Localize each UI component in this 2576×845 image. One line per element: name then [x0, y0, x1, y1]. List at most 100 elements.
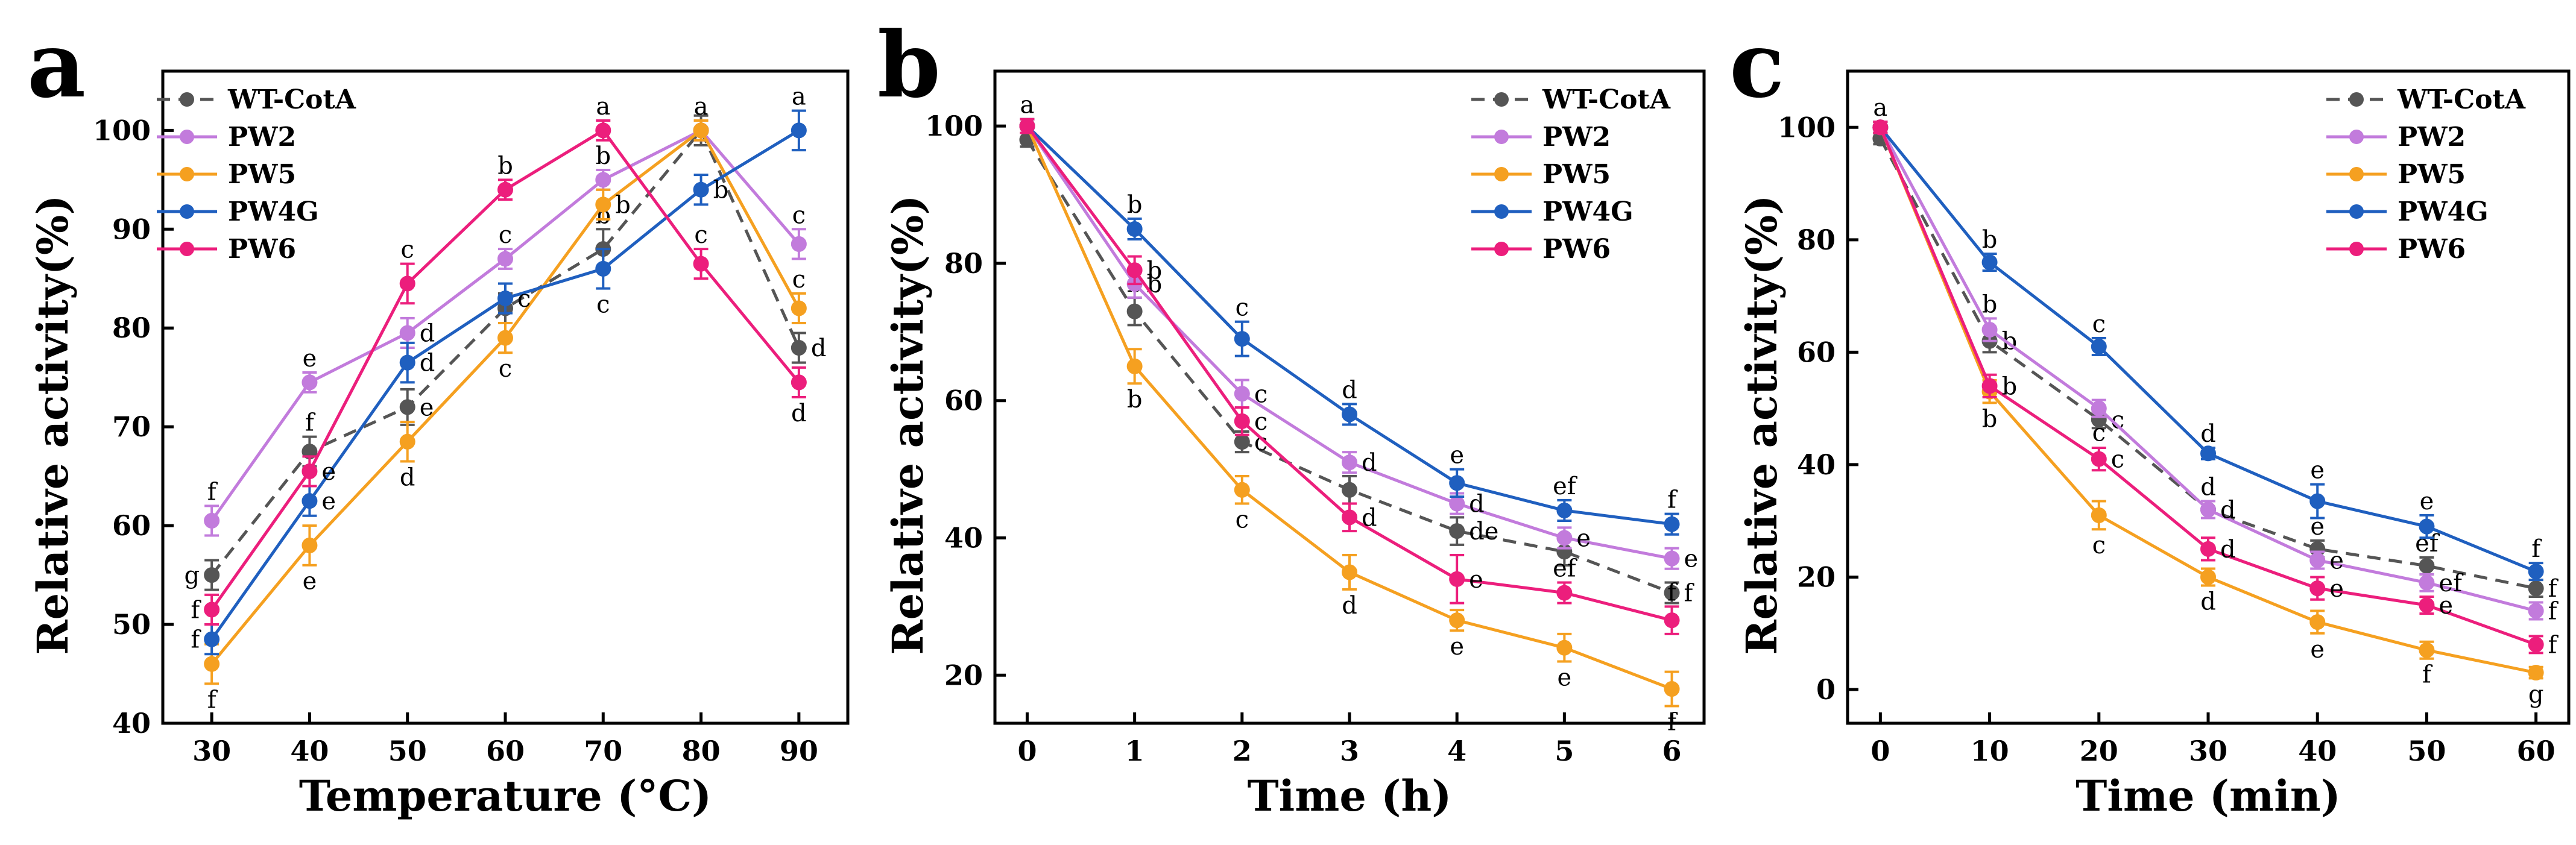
significance-letter: d	[2220, 497, 2236, 524]
significance-letter: f	[191, 626, 201, 654]
data-point	[204, 631, 220, 647]
x-tick-label: 90	[780, 735, 818, 767]
significance-letter: d	[2200, 588, 2216, 615]
data-point	[399, 275, 415, 292]
data-point	[2309, 614, 2326, 630]
significance-letter: f	[1667, 579, 1678, 606]
x-tick-label: 4	[1447, 735, 1466, 767]
significance-letter: e	[2310, 513, 2325, 541]
legend-label: PW6	[1542, 234, 1611, 265]
y-tick-label: 60	[944, 385, 983, 417]
data-point	[1234, 482, 1250, 498]
data-point	[399, 399, 415, 415]
legend-entry-pw5: PW5	[157, 159, 296, 190]
significance-letter: ef	[2439, 570, 2464, 597]
legend-label: WT-CotA	[1542, 84, 1671, 115]
significance-letter: e	[1684, 545, 1699, 573]
data-point	[1449, 612, 1465, 629]
legend-label: PW5	[2398, 159, 2466, 190]
significance-letter: c	[1236, 294, 1249, 322]
legend-marker	[2349, 167, 2364, 181]
data-point	[1019, 118, 1035, 134]
significance-letter: d	[1342, 592, 1357, 620]
significance-letter: f	[1667, 709, 1678, 737]
data-point	[791, 340, 807, 356]
y-tick-label: 40	[944, 521, 983, 554]
data-point	[301, 493, 318, 509]
series-pw5: f e d c b c	[204, 119, 807, 714]
data-point	[1342, 482, 1357, 498]
legend-marker	[2349, 204, 2364, 219]
significance-letter: c	[517, 285, 531, 313]
significance-letter: f	[2422, 661, 2433, 689]
legend-entry-pw6: PW6	[157, 234, 296, 265]
legend-label: PW6	[2398, 234, 2466, 265]
data-point	[2419, 574, 2435, 591]
significance-letter: d	[1469, 491, 1485, 518]
data-point	[1342, 406, 1357, 422]
data-point	[2528, 603, 2544, 619]
legend-entry-pw4g: PW4G	[2326, 196, 2489, 227]
significance-letter: a	[792, 83, 806, 111]
data-point	[1556, 530, 1573, 546]
significance-letter: g	[2528, 680, 2544, 708]
legend-label: PW4G	[228, 196, 319, 227]
data-point	[497, 291, 513, 307]
x-axis-title: Time (min)	[2076, 771, 2340, 821]
data-point	[497, 181, 513, 198]
significance-letter: f	[2531, 535, 2542, 563]
panel-letter-c: c	[1729, 12, 1784, 118]
x-tick-label: 30	[192, 735, 231, 767]
x-tick-label: 40	[2298, 735, 2337, 767]
significance-letter: c	[1254, 408, 1267, 436]
significance-letter: de	[1469, 518, 1498, 545]
significance-letter: ef	[1553, 473, 1578, 500]
legend-entry-pw2: PW2	[1471, 122, 1611, 152]
significance-letter: f	[1684, 580, 1695, 608]
legend-label: PW4G	[2398, 196, 2489, 227]
series-pw2: f e d c b a c	[204, 93, 807, 537]
significance-letter: c	[1236, 506, 1249, 534]
significance-letter: d	[791, 400, 807, 427]
data-point	[2528, 580, 2544, 597]
series-pw4g: f e d c c b a	[191, 83, 807, 656]
legend-marker	[1494, 92, 1509, 107]
significance-letter: e	[2420, 488, 2434, 515]
x-tick-label: 30	[2189, 735, 2227, 767]
y-tick-label: 60	[1797, 336, 1836, 368]
y-tick-label: 40	[112, 707, 151, 740]
significance-letter: d	[420, 350, 435, 377]
significance-letter: e	[1450, 442, 1464, 470]
significance-letter: b	[595, 142, 611, 170]
data-point	[791, 236, 807, 252]
data-point	[2419, 597, 2435, 614]
significance-letter: b	[1982, 291, 1998, 318]
significance-letter: d	[400, 464, 415, 492]
significance-letter: e	[303, 345, 317, 372]
significance-letter: f	[1667, 486, 1678, 514]
significance-letter: e	[1469, 566, 1483, 594]
significance-letter: f	[207, 478, 218, 506]
y-tick-label: 80	[1797, 224, 1836, 256]
legend-entry-pw5: PW5	[1471, 159, 1611, 190]
data-point	[2309, 580, 2326, 597]
significance-letter: c	[499, 221, 512, 249]
data-point	[791, 300, 807, 316]
significance-letter: c	[792, 201, 806, 229]
significance-letter: b	[1127, 386, 1143, 413]
y-tick-label: 20	[1797, 561, 1836, 593]
significance-letter: e	[2329, 547, 2344, 575]
legend-marker	[1494, 204, 1509, 219]
significance-letter: f	[305, 409, 316, 437]
data-point	[204, 602, 220, 618]
significance-letter: a	[694, 93, 709, 121]
data-point	[1556, 585, 1573, 601]
x-axis-title: Time (h)	[1248, 771, 1452, 821]
significance-letter: d	[420, 319, 435, 347]
y-tick-label: 100	[93, 114, 151, 146]
data-point	[204, 656, 220, 672]
